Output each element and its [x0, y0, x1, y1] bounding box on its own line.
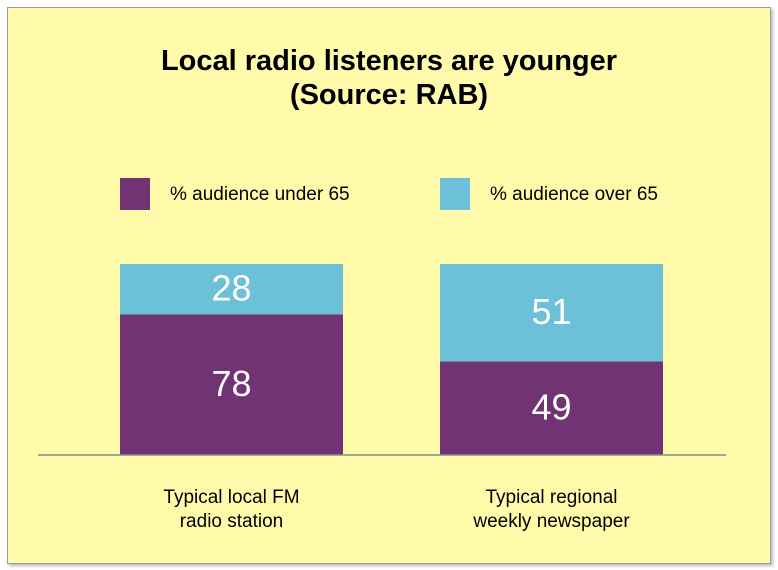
legend-swatch	[120, 178, 150, 210]
x-tick-label: Typical regional weekly newspaper	[473, 487, 630, 532]
bar-segment	[120, 264, 343, 315]
chart-title: Local radio listeners are younger (Sourc…	[160, 45, 618, 111]
data-label: 49	[531, 387, 571, 428]
data-label: 78	[211, 363, 251, 404]
bar-segment	[440, 361, 663, 455]
legend-label: % audience under 65	[170, 184, 350, 205]
legend-label: % audience over 65	[490, 184, 658, 205]
legend-swatch	[440, 178, 470, 210]
bar-segment	[440, 264, 663, 362]
bar-segment	[120, 314, 343, 455]
data-label: 28	[211, 268, 251, 309]
x-tick-label: Typical local FM radio station	[163, 487, 300, 532]
data-label: 51	[531, 291, 571, 332]
